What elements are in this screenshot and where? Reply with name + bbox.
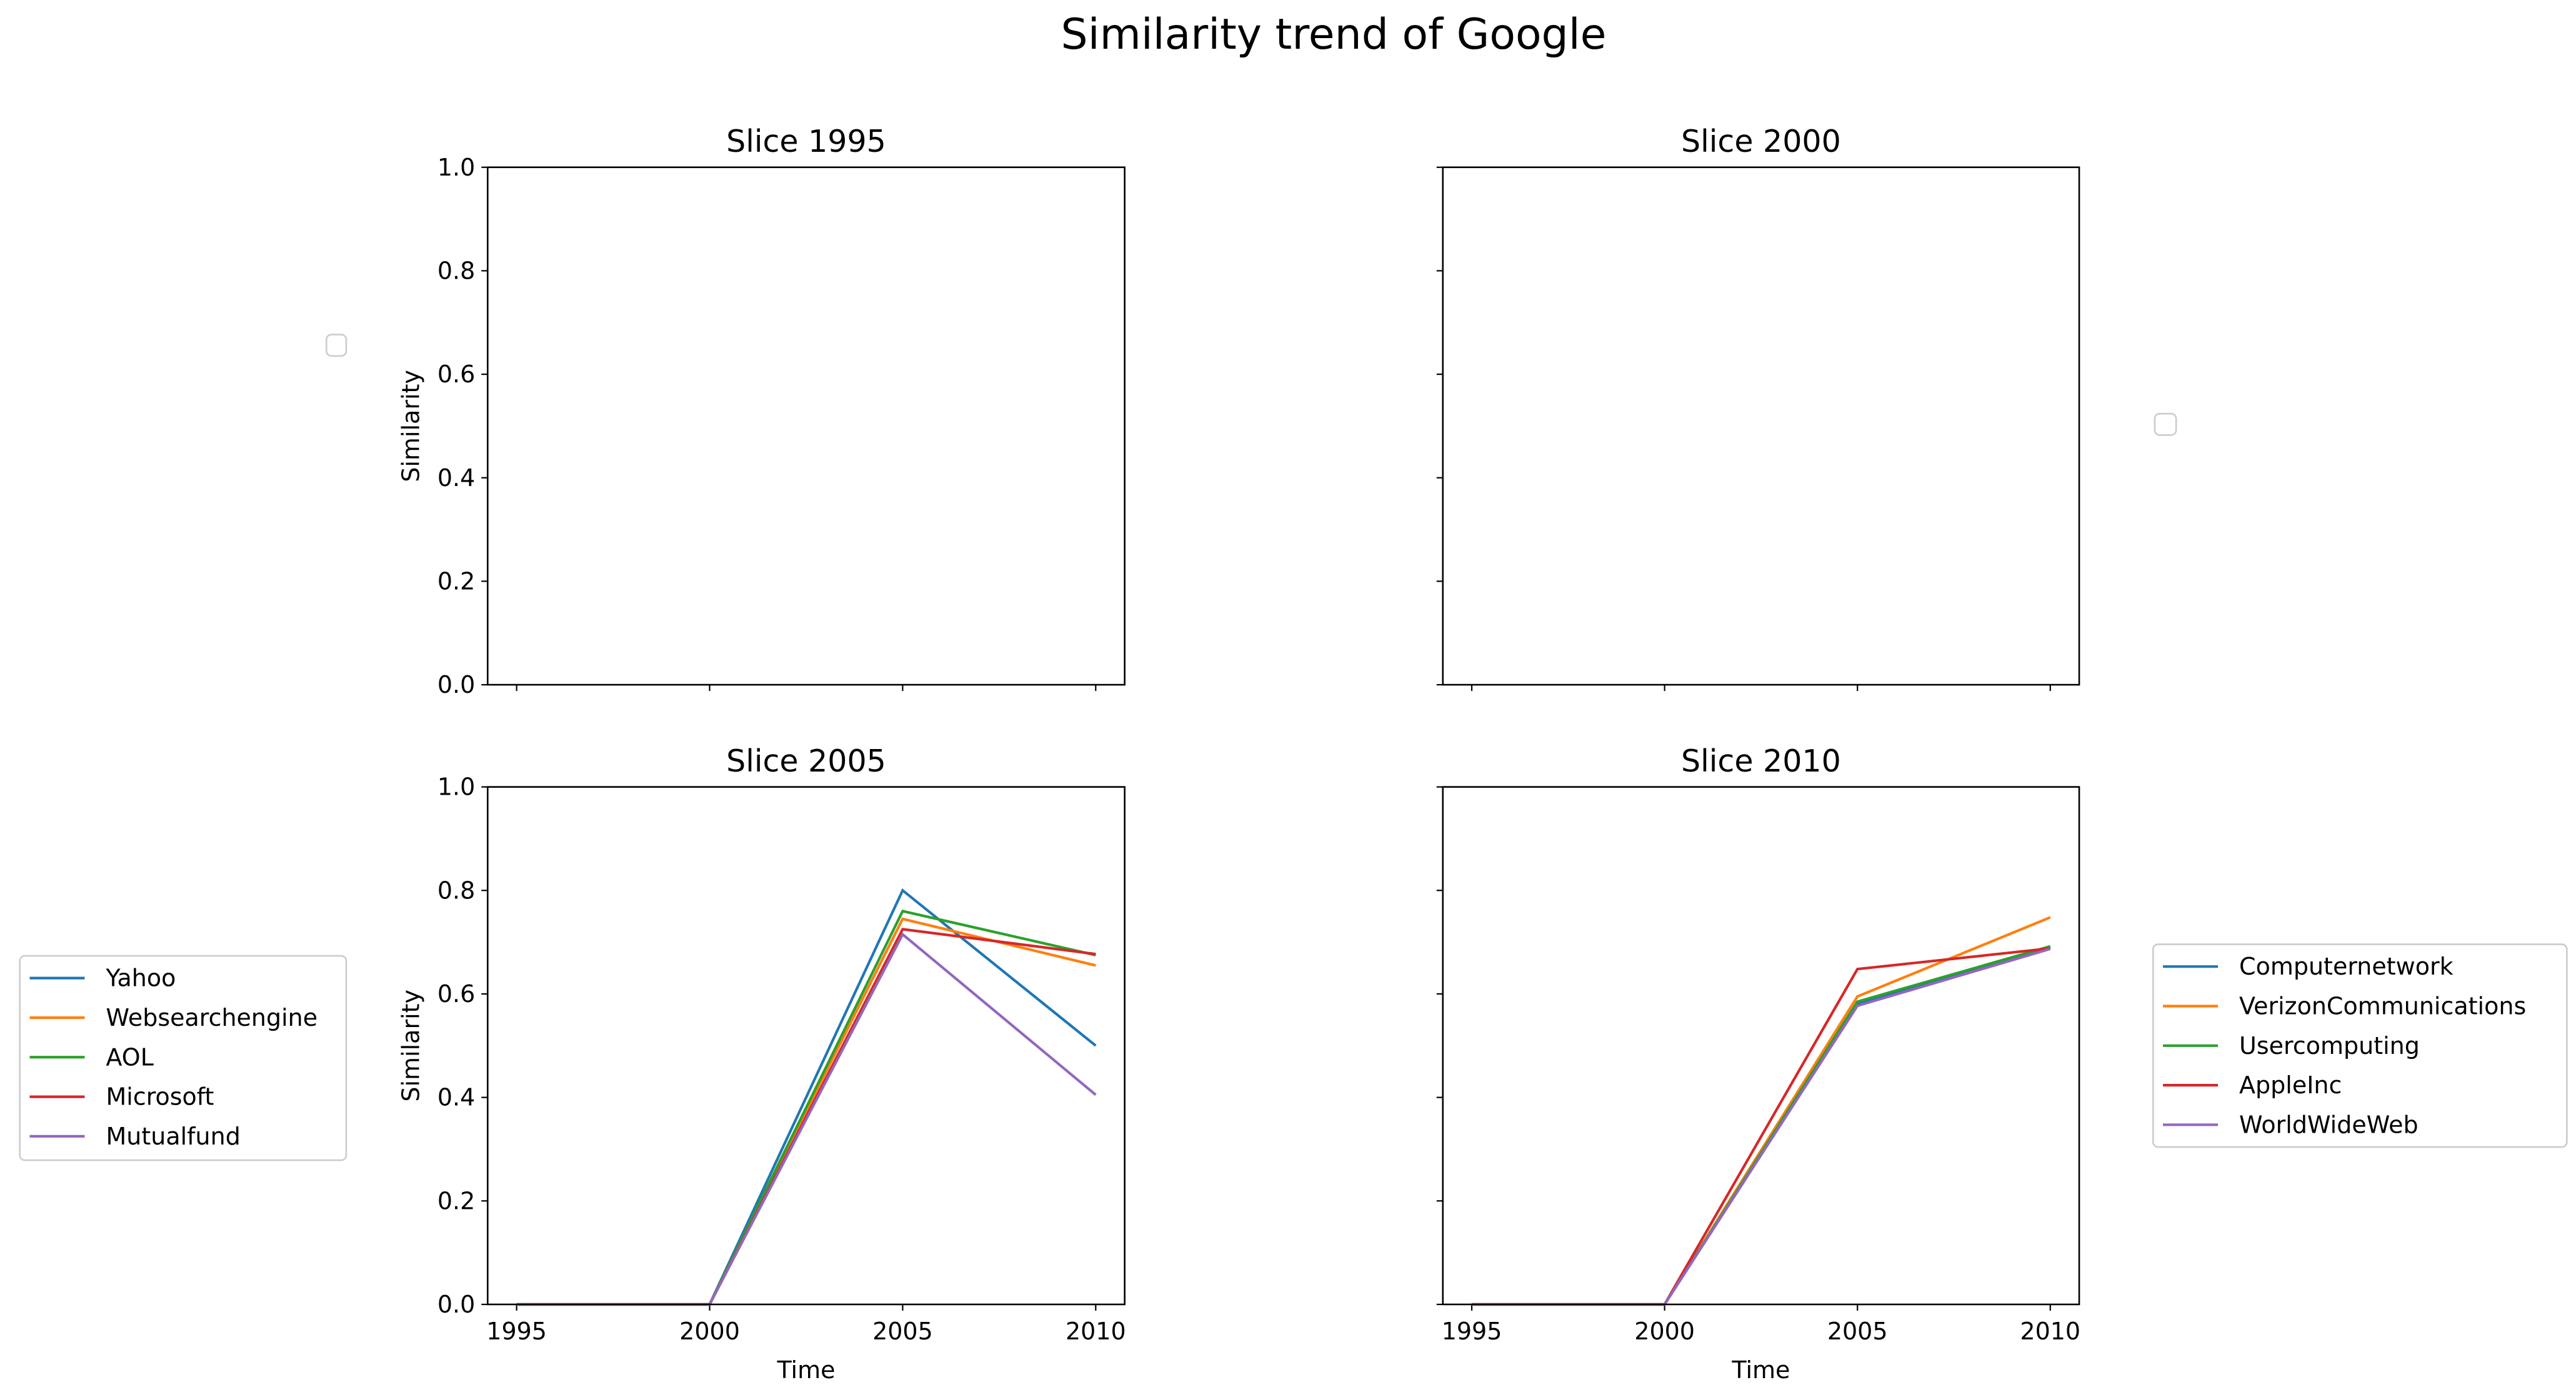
x-tick-label: 2010 (2020, 1318, 2080, 1345)
legend: Yahoo Websearchengine AOL Microsoft Mutualfu… (19, 955, 347, 1161)
subplot-3: Slice 2005 0.0 0.2 0.4 0.6 0.8 1.0 1995 2000 2005… (19, 743, 1126, 1384)
subplot-title: Slice 2010 (1681, 743, 1841, 779)
y-tick-label: 0.6 (437, 980, 475, 1008)
x-tick-label: 1995 (486, 1318, 547, 1345)
legend-label: WorldWideWeb (2239, 1111, 2419, 1138)
y-tick-label: 0.6 (437, 360, 475, 388)
axes-frame (1442, 786, 2080, 1306)
legend-box (2152, 943, 2568, 1148)
legend-label: Computernetwork (2239, 953, 2454, 980)
y-tick-label: 0.0 (437, 1291, 475, 1318)
y-tick-label: 1.0 (437, 773, 475, 801)
y-tick-label: 0.4 (437, 464, 475, 492)
legend-label: Websearchengine (106, 1004, 317, 1031)
x-tick-label: 1995 (1442, 1318, 1502, 1345)
legend: Computernetwork VerizonCommunications User… (2152, 943, 2568, 1148)
legend-label: Yahoo (105, 965, 176, 992)
y-tick-label: 0.2 (437, 1187, 475, 1214)
legend-box (326, 334, 347, 357)
subplot-2: Slice 2000 (1436, 124, 2177, 692)
y-tick-label: 0.8 (437, 257, 475, 284)
x-axis-label: Time (776, 1356, 835, 1384)
subplots: Slice 19950.00.20.40.60.81.0SimilaritySl… (19, 124, 2568, 1384)
axes-frame (487, 166, 1126, 686)
y-axis-label: Similarity (397, 990, 424, 1102)
legend-box (2154, 412, 2177, 436)
y-tick-label: 0.8 (437, 876, 475, 904)
axes-frame (1442, 166, 2080, 686)
y-tick-label: 0.2 (437, 567, 475, 595)
y-tick-label: 0.4 (437, 1084, 475, 1111)
x-tick-label: 2000 (679, 1318, 740, 1345)
legend-label: Microsoft (106, 1083, 214, 1111)
y-tick-label: 0.0 (437, 671, 475, 698)
figure-title: Similarity trend of Google (1061, 10, 1607, 59)
legend-box (19, 955, 347, 1161)
subplot-title: Slice 1995 (726, 124, 886, 159)
legend-label: VerizonCommunications (2239, 992, 2526, 1020)
legend (326, 334, 347, 357)
legend (2154, 412, 2177, 436)
legend-label: Mutualfund (106, 1123, 240, 1150)
legend-label: AppleInc (2239, 1071, 2342, 1099)
subplot-title: Slice 2000 (1681, 124, 1841, 159)
subplot-4: Slice 2010 1995 2000 2005 2010 Time Computerne… (1436, 743, 2568, 1384)
x-tick-label: 2005 (872, 1318, 933, 1345)
y-tick-label: 1.0 (437, 154, 475, 181)
y-axis-label: Similarity (397, 370, 424, 482)
x-tick-label: 2010 (1066, 1318, 1126, 1345)
subplot-1: Slice 1995 0.0 0.2 0.4 0.6 0.8 1.0 Similarity (326, 124, 1126, 698)
subplot-title: Slice 2005 (726, 743, 886, 779)
x-tick-label: 2000 (1634, 1318, 1695, 1345)
axes-frame (487, 786, 1126, 1306)
legend-label: Usercomputing (2239, 1032, 2420, 1060)
x-axis-label: Time (1731, 1356, 1790, 1384)
legend-label: AOL (106, 1043, 153, 1071)
x-tick-label: 2005 (1827, 1318, 1888, 1345)
